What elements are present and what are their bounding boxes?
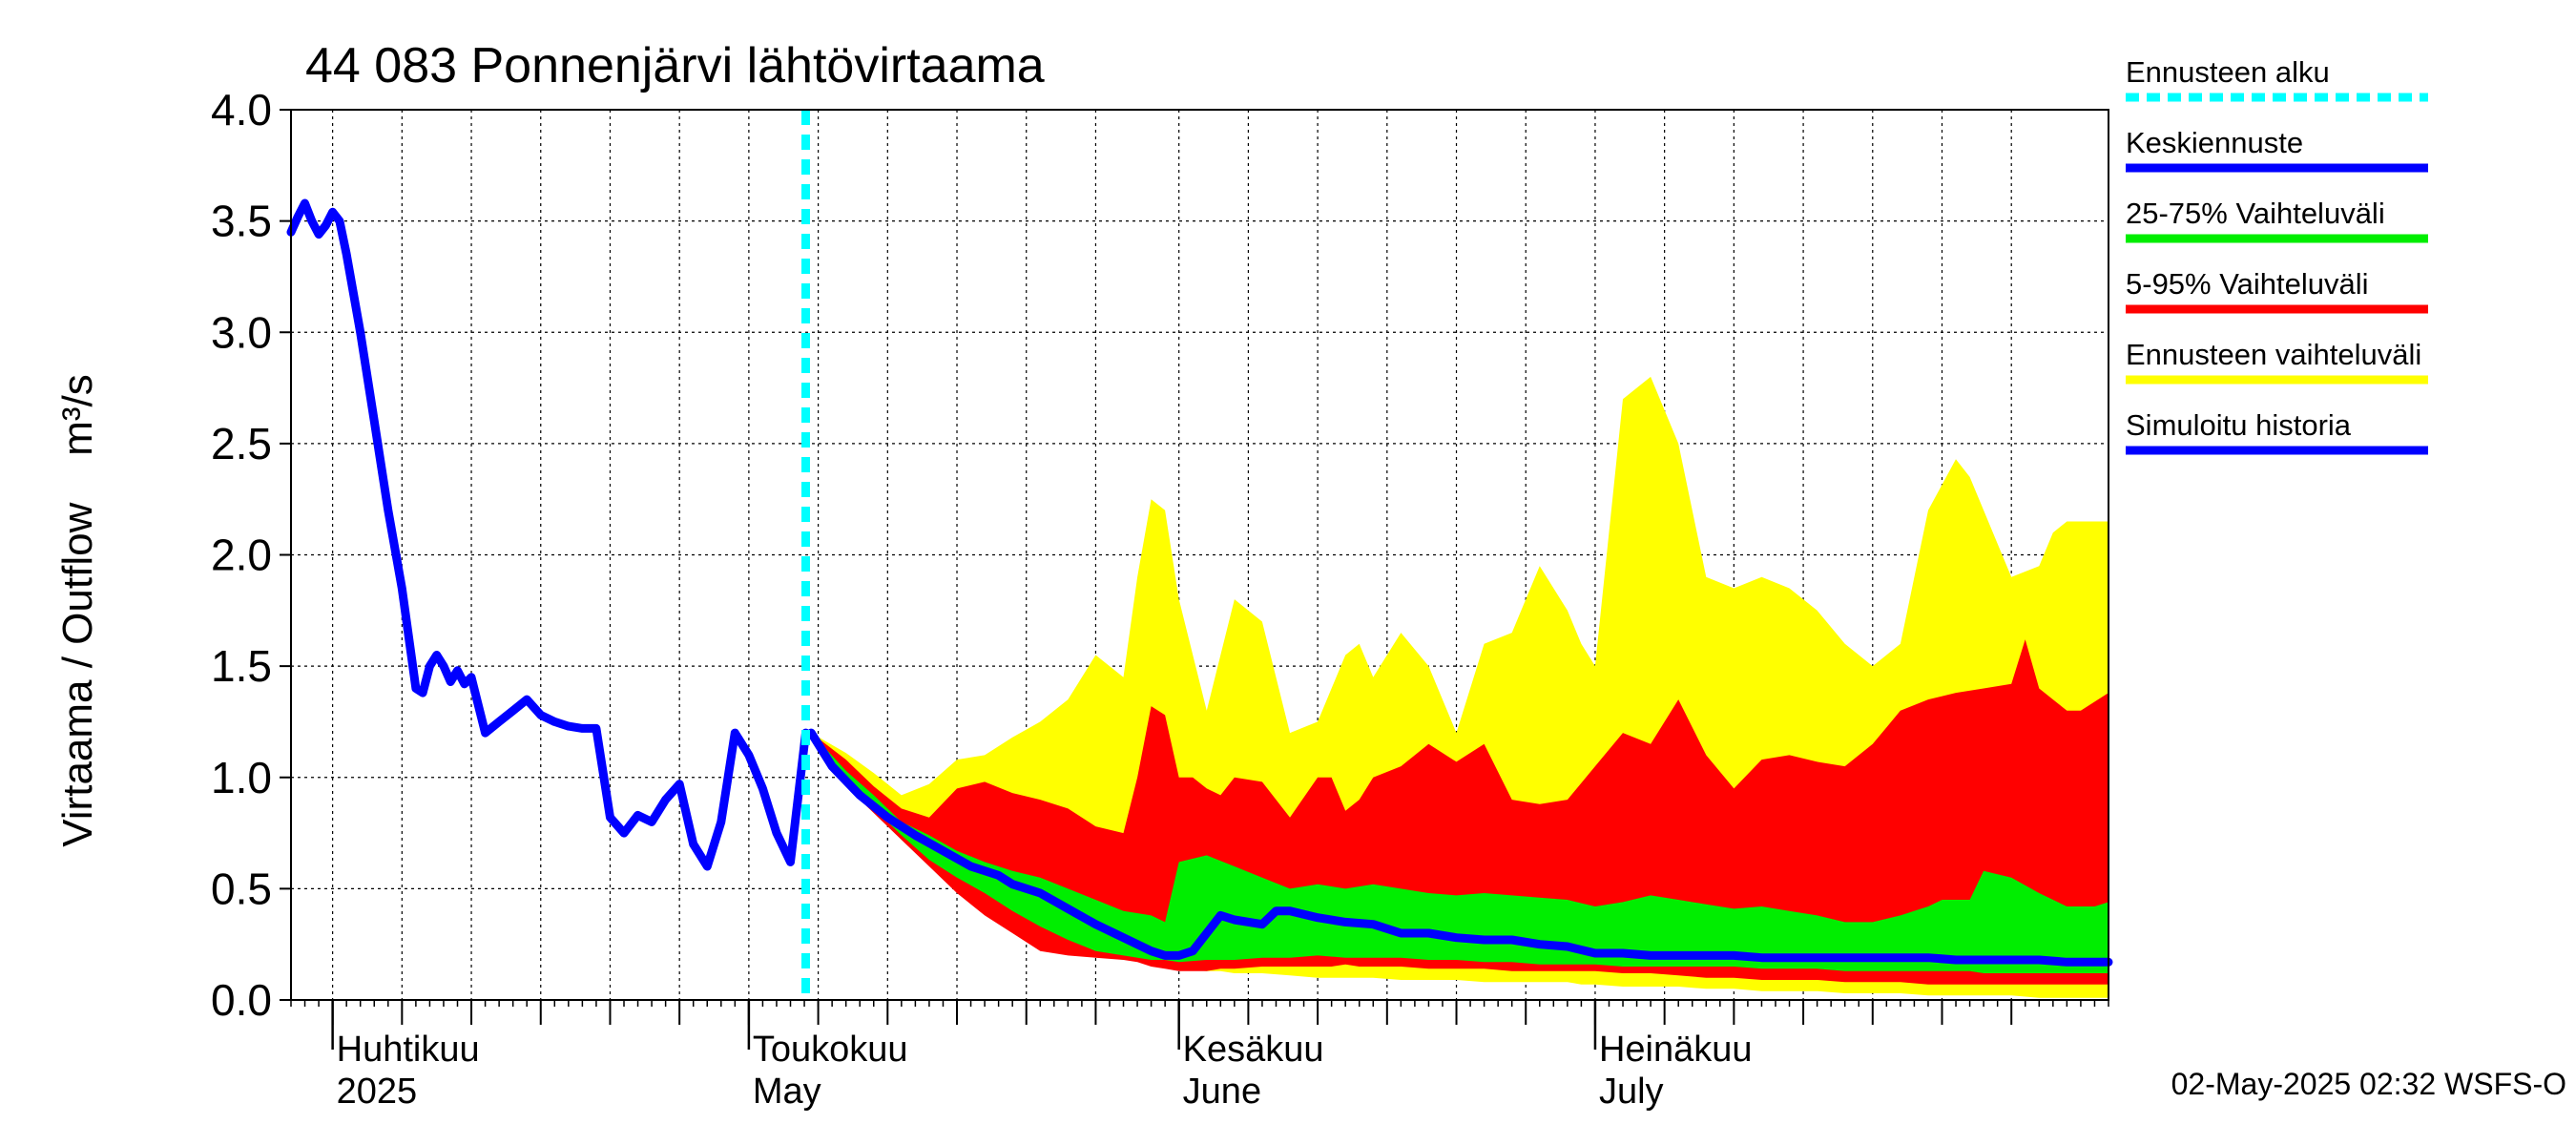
- x-month-sublabel: June: [1183, 1072, 1261, 1112]
- y-tick-label: 4.0: [211, 85, 272, 135]
- timestamp-footer: 02-May-2025 02:32 WSFS-O: [2171, 1067, 2566, 1101]
- x-month-sublabel: 2025: [337, 1072, 418, 1112]
- y-tick-label: 2.5: [211, 419, 272, 468]
- band-25-75: [811, 733, 2109, 973]
- line-median-forecast: [806, 728, 2113, 967]
- x-month-label: Kesäkuu: [1183, 1030, 1324, 1070]
- legend: Ennusteen alku Keskiennuste 25-75% Vaihtel…: [2126, 55, 2428, 455]
- x-month-label: Toukokuu: [753, 1030, 908, 1070]
- y-tick-label: 0.0: [211, 975, 272, 1025]
- plot-area: [286, 109, 2113, 1001]
- y-axis-label: Virtaama / Outflow m³/s: [54, 374, 101, 847]
- x-month-label: Heinäkuu: [1599, 1030, 1753, 1070]
- legend-label: Ennusteen alku: [2126, 55, 2330, 89]
- y-tick-label: 1.5: [211, 641, 272, 691]
- x-month-sublabel: July: [1599, 1072, 1664, 1112]
- line-simulated-history: [286, 198, 810, 871]
- legend-label: 5-95% Vaihteluväli: [2126, 267, 2368, 301]
- y-tick-label: 3.5: [211, 197, 272, 246]
- x-month-sublabel: May: [753, 1072, 821, 1112]
- y-tick-label: 1.0: [211, 753, 272, 802]
- y-tick-label: 0.5: [211, 864, 272, 913]
- legend-label: Ennusteen vaihteluväli: [2126, 338, 2421, 371]
- y-tick-label: 2.0: [211, 531, 272, 580]
- legend-label: Keskiennuste: [2126, 126, 2303, 159]
- band-5-95: [811, 639, 2109, 985]
- chart-title: 44 083 Ponnenjärvi lähtövirtaama: [305, 38, 1045, 94]
- legend-label: Simuloitu historia: [2126, 408, 2352, 442]
- legend-label: 25-75% Vaihteluväli: [2126, 197, 2385, 230]
- y-tick-label: 3.0: [211, 307, 272, 357]
- x-month-label: Huhtikuu: [337, 1030, 480, 1070]
